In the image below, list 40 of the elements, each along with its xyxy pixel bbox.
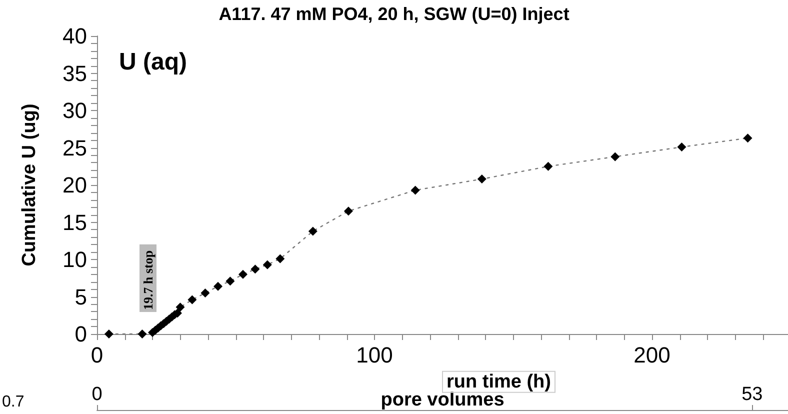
annotation: 19.7 h stop — [140, 250, 156, 310]
point — [226, 276, 235, 286]
point — [200, 288, 210, 298]
point — [610, 152, 620, 162]
point — [238, 270, 248, 279]
y-tick-label: 5 — [74, 284, 87, 310]
x2-tick-label: 53 — [742, 384, 763, 405]
point — [276, 254, 285, 264]
x2-axis-title: pore volumes — [380, 390, 504, 410]
point — [104, 330, 114, 338]
point — [250, 264, 260, 274]
point — [176, 302, 185, 312]
x-tick-label: 200 — [634, 342, 670, 368]
point — [188, 295, 197, 304]
point — [138, 330, 147, 338]
point — [410, 186, 420, 195]
point — [308, 226, 318, 236]
y-tick-label: 40 — [62, 24, 87, 48]
x-tick-label: 100 — [356, 342, 393, 368]
text: 0.7 — [2, 394, 24, 410]
y-tick-label: 10 — [62, 247, 87, 272]
y-tick-label: 30 — [62, 98, 87, 123]
point — [743, 134, 752, 143]
annotation: U (aq) — [119, 48, 187, 76]
y-tick-label: 25 — [62, 135, 87, 160]
point — [677, 142, 686, 152]
point — [262, 260, 272, 270]
chart-title: A117. 47 mM PO4, 20 h, SGW (U=0) Inject — [218, 4, 570, 24]
x-axis-title: run time (h) — [446, 371, 551, 392]
y-tick-label: 20 — [62, 172, 87, 198]
x-tick-label: 0 — [90, 342, 104, 368]
y-tick-label: 15 — [62, 210, 87, 235]
y-axis-title: Cumulative U (ug) — [19, 104, 40, 266]
point — [477, 174, 486, 184]
y-tick-label: 35 — [62, 60, 87, 86]
point — [213, 282, 222, 291]
point — [344, 206, 353, 216]
point — [544, 162, 553, 171]
y-tick-label: 0 — [74, 322, 87, 346]
x2-tick-label: 0 — [92, 384, 102, 405]
